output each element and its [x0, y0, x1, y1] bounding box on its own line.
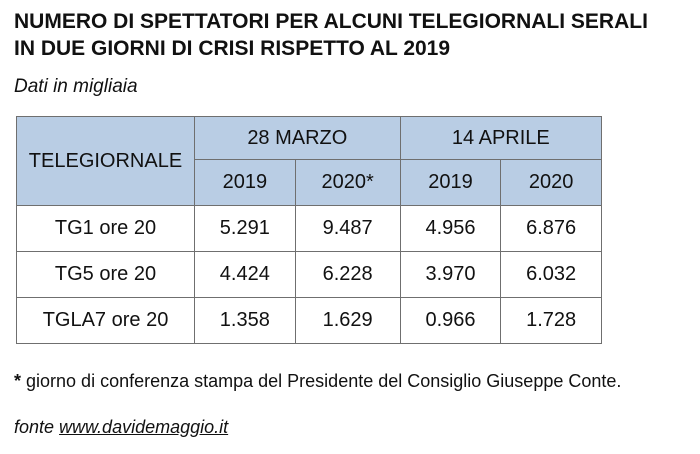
title-line-1: NUMERO DI SPETTATORI PER ALCUNI TELEGIOR… — [14, 10, 648, 33]
table-row: TGLA7 ore 20 1.358 1.629 0.966 1.728 — [16, 297, 602, 344]
table-cell: 6.032 — [500, 251, 602, 298]
header-group-14-aprile: 14 APRILE — [399, 116, 603, 160]
table-cell: 0.966 — [399, 297, 502, 344]
subtitle: Dati in migliaia — [14, 76, 138, 97]
footnote-marker: * — [14, 371, 22, 391]
table-row: TG1 ore 20 5.291 9.487 4.956 6.876 — [16, 205, 602, 252]
table-cell: 1.728 — [500, 297, 602, 344]
row-label: TG5 ore 20 — [16, 251, 195, 298]
footnote: * giorno di conferenza stampa del Presid… — [14, 371, 621, 392]
source-line: fonte www.davidemaggio.it — [14, 417, 228, 438]
header-year: 2020* — [294, 159, 401, 206]
header-year: 2019 — [399, 159, 502, 206]
header-telegiornale: TELEGIORNALE — [16, 116, 195, 206]
viewers-table: TELEGIORNALE 28 MARZO 14 APRILE 2019 202… — [16, 116, 603, 344]
row-label: TG1 ore 20 — [16, 205, 195, 252]
table-cell: 5.291 — [194, 205, 296, 252]
header-year: 2019 — [194, 159, 296, 206]
table-cell: 3.970 — [399, 251, 502, 298]
row-label: TGLA7 ore 20 — [16, 297, 195, 344]
table-cell: 6.228 — [294, 251, 401, 298]
table-cell: 6.876 — [500, 205, 602, 252]
source-prefix: fonte — [14, 417, 60, 437]
table-cell: 4.424 — [194, 251, 296, 298]
footnote-text: giorno di conferenza stampa del Presiden… — [21, 371, 622, 391]
source-link[interactable]: www.davidemaggio.it — [59, 417, 229, 437]
header-group-28-marzo: 28 MARZO — [194, 116, 401, 160]
chart-title: NUMERO DI SPETTATORI PER ALCUNI TELEGIOR… — [14, 8, 694, 62]
table-cell: 9.487 — [294, 205, 401, 252]
header-year: 2020 — [500, 159, 602, 206]
table-cell: 4.956 — [399, 205, 502, 252]
table-row: TG5 ore 20 4.424 6.228 3.970 6.032 — [16, 251, 602, 298]
table-cell: 1.358 — [194, 297, 296, 344]
table-cell: 1.629 — [294, 297, 401, 344]
title-line-2: IN DUE GIORNI DI CRISI RISPETTO AL 2019 — [14, 37, 451, 60]
